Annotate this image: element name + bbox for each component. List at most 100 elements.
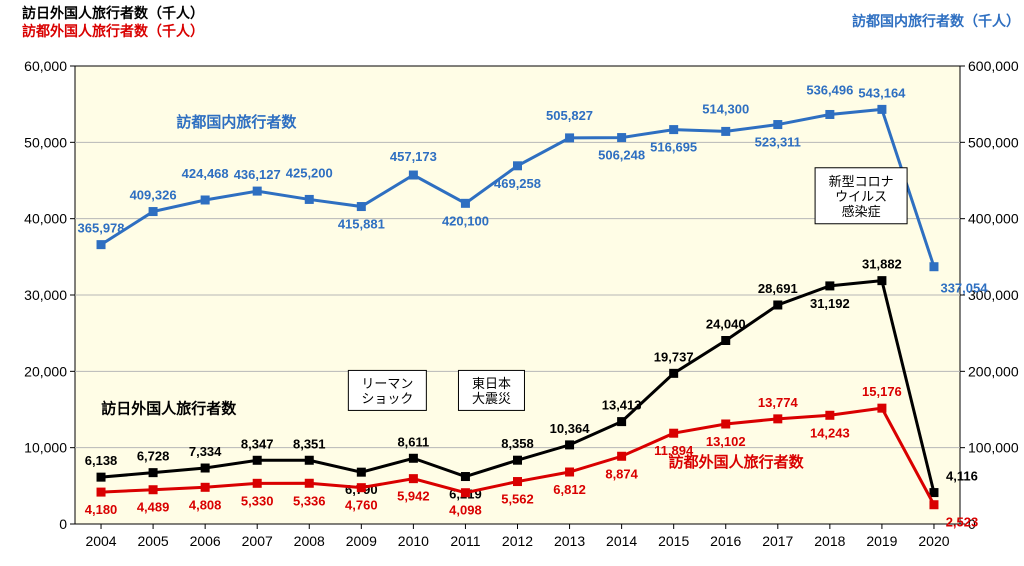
yl-tick: 40,000 — [24, 211, 67, 227]
dl-domestic: 420,100 — [442, 213, 489, 228]
annot-text-0-1: ショック — [361, 391, 413, 406]
yl-title-1: 訪都外国人旅行者数（千人） — [22, 23, 204, 39]
yl-tick: 60,000 — [24, 58, 67, 74]
marker-japan_foreign — [201, 464, 209, 472]
marker-tokyo_foreign — [930, 501, 938, 509]
x-tick: 2007 — [242, 533, 273, 549]
dl-japan_foreign: 6,728 — [137, 449, 170, 464]
annot-text-1-0: 東日本 — [472, 376, 511, 391]
marker-japan_foreign — [461, 473, 469, 481]
dl-domestic: 536,496 — [806, 82, 853, 97]
dl-tokyo_foreign: 5,330 — [241, 493, 274, 508]
series-label-domestic: 訪都国内旅行者数 — [176, 113, 297, 131]
dl-tokyo_foreign: 5,942 — [397, 489, 430, 504]
marker-tokyo_foreign — [774, 415, 782, 423]
yl-title-0: 訪日外国人旅行者数（千人） — [22, 5, 204, 21]
marker-tokyo_foreign — [253, 479, 261, 487]
marker-tokyo_foreign — [670, 429, 678, 437]
marker-tokyo_foreign — [149, 486, 157, 494]
marker-domestic — [357, 203, 365, 211]
marker-japan_foreign — [670, 369, 678, 377]
dl-japan_foreign: 31,192 — [810, 296, 850, 311]
x-tick: 2014 — [606, 533, 637, 549]
x-tick: 2015 — [658, 533, 689, 549]
annot-text-2-0: 新型コロナ — [829, 174, 894, 189]
marker-domestic — [97, 241, 105, 249]
marker-tokyo_foreign — [97, 488, 105, 496]
dl-japan_foreign: 24,040 — [706, 316, 746, 331]
marker-japan_foreign — [305, 456, 313, 464]
marker-japan_foreign — [253, 456, 261, 464]
x-tick: 2018 — [814, 533, 845, 549]
marker-japan_foreign — [97, 473, 105, 481]
dl-domestic: 409,326 — [130, 188, 177, 203]
marker-domestic — [826, 110, 834, 118]
marker-japan_foreign — [409, 454, 417, 462]
x-tick: 2010 — [398, 533, 429, 549]
marker-domestic — [201, 196, 209, 204]
series-label-japan_foreign: 訪日外国人旅行者数 — [101, 399, 237, 417]
marker-domestic — [149, 208, 157, 216]
marker-domestic — [670, 126, 678, 134]
marker-domestic — [774, 121, 782, 129]
dl-japan_foreign: 31,882 — [862, 257, 902, 272]
chart-svg: 010,00020,00030,00040,00050,00060,000010… — [0, 0, 1024, 566]
marker-domestic — [305, 195, 313, 203]
marker-tokyo_foreign — [566, 468, 574, 476]
dl-tokyo_foreign: 13,774 — [758, 395, 799, 410]
yr-tick: 500,000 — [968, 134, 1019, 150]
series-label-tokyo_foreign: 訪都外国人旅行者数 — [669, 453, 805, 471]
dl-tokyo_foreign: 4,098 — [449, 503, 482, 518]
dl-tokyo_foreign: 5,336 — [293, 493, 326, 508]
dl-tokyo_foreign: 4,180 — [85, 502, 118, 517]
dl-japan_foreign: 4,116 — [946, 469, 978, 484]
marker-tokyo_foreign — [461, 489, 469, 497]
annot-text-1-1: 大震災 — [472, 391, 511, 406]
marker-tokyo_foreign — [305, 479, 313, 487]
dl-tokyo_foreign: 4,760 — [345, 498, 378, 513]
marker-tokyo_foreign — [618, 452, 626, 460]
dl-domestic: 415,881 — [338, 217, 385, 232]
x-tick: 2013 — [554, 533, 585, 549]
dl-domestic: 543,164 — [858, 85, 906, 100]
dl-japan_foreign: 19,737 — [654, 349, 694, 364]
marker-japan_foreign — [566, 441, 574, 449]
yr-tick: 400,000 — [968, 211, 1019, 227]
dl-domestic: 365,978 — [78, 221, 125, 236]
dl-tokyo_foreign: 2,523 — [946, 515, 979, 530]
marker-japan_foreign — [618, 418, 626, 426]
dl-domestic: 523,311 — [755, 135, 801, 150]
tourism-chart: 010,00020,00030,00040,00050,00060,000010… — [0, 0, 1024, 566]
x-tick: 2011 — [450, 533, 480, 549]
yl-tick: 50,000 — [24, 134, 67, 150]
dl-domestic: 457,173 — [390, 149, 437, 164]
yr-tick: 200,000 — [968, 363, 1019, 379]
dl-tokyo_foreign: 6,812 — [553, 482, 586, 497]
annot-text-2-1: ウイルス — [835, 189, 887, 204]
marker-domestic — [461, 199, 469, 207]
dl-tokyo_foreign: 4,808 — [189, 497, 222, 512]
yr-tick: 100,000 — [968, 440, 1019, 456]
dl-tokyo_foreign: 14,243 — [810, 425, 850, 440]
x-tick: 2008 — [294, 533, 325, 549]
dl-domestic: 506,248 — [598, 148, 645, 163]
dl-japan_foreign: 28,691 — [758, 281, 798, 296]
marker-domestic — [566, 134, 574, 142]
dl-japan_foreign: 8,358 — [501, 436, 534, 451]
dl-tokyo_foreign: 8,874 — [605, 466, 638, 481]
marker-japan_foreign — [826, 282, 834, 290]
annot-text-0-0: リーマン — [361, 376, 413, 391]
x-tick: 2020 — [918, 533, 949, 549]
marker-japan_foreign — [930, 489, 938, 497]
marker-tokyo_foreign — [826, 411, 834, 419]
dl-domestic: 514,300 — [702, 101, 749, 116]
marker-tokyo_foreign — [357, 484, 365, 492]
x-tick: 2004 — [85, 533, 116, 549]
yr-title: 訪都国内旅行者数（千人） — [852, 13, 1020, 29]
yl-tick: 20,000 — [24, 363, 67, 379]
dl-tokyo_foreign: 15,176 — [862, 384, 902, 399]
dl-domestic: 516,695 — [650, 140, 697, 155]
dl-japan_foreign: 13,413 — [602, 398, 642, 413]
marker-japan_foreign — [878, 277, 886, 285]
x-tick: 2017 — [762, 533, 793, 549]
